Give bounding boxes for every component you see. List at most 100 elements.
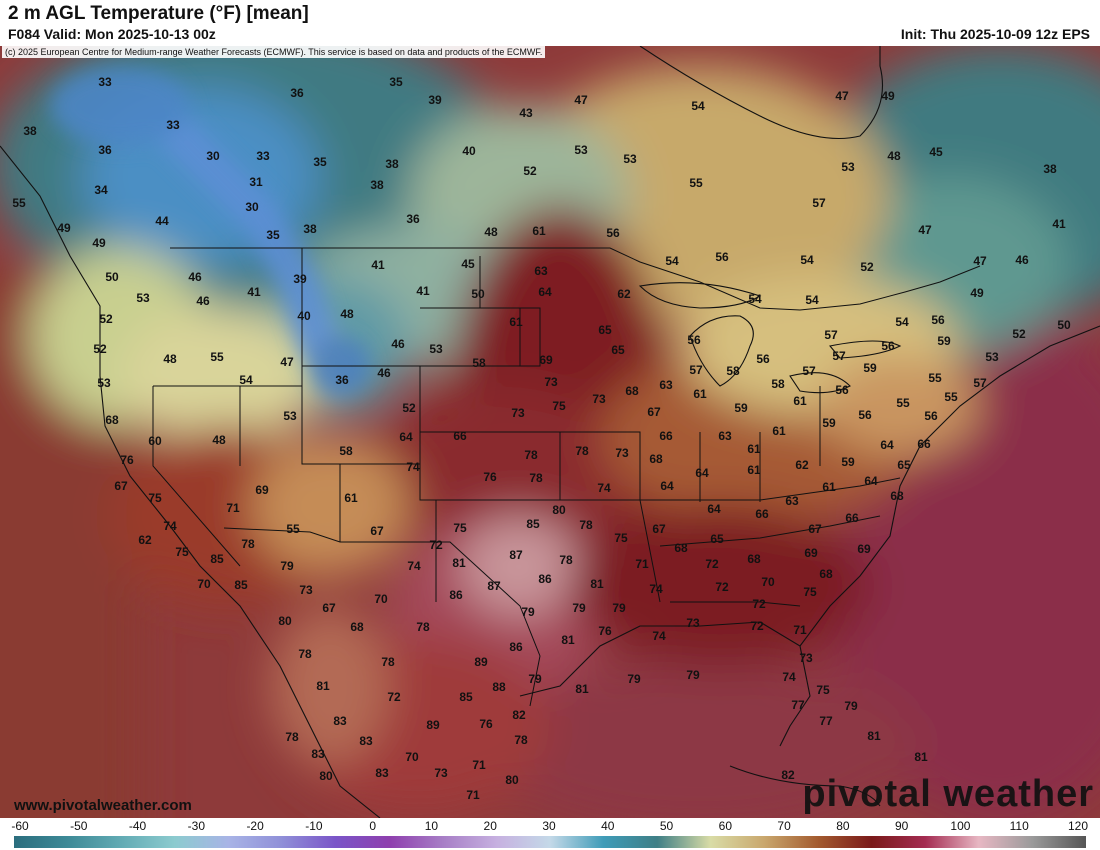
- temp-label: 72: [752, 597, 766, 611]
- temp-label: 82: [512, 708, 526, 722]
- temp-label: 50: [105, 270, 119, 284]
- temp-label: 61: [747, 442, 761, 456]
- init-time: Init: Thu 2025-10-09 12z EPS: [900, 26, 1090, 42]
- temp-label: 54: [895, 315, 909, 329]
- temp-label: 56: [756, 352, 770, 366]
- temp-label: 41: [371, 258, 385, 272]
- temp-label: 81: [316, 679, 330, 693]
- temp-label: 78: [416, 620, 430, 634]
- temp-label: 68: [350, 620, 364, 634]
- temp-label: 75: [614, 531, 628, 545]
- temp-label: 85: [234, 578, 248, 592]
- colorbar-tick-label: -10: [305, 819, 323, 833]
- temp-label: 72: [750, 619, 764, 633]
- temp-label: 85: [459, 690, 473, 704]
- temp-label: 72: [705, 557, 719, 571]
- temp-label: 88: [492, 680, 506, 694]
- temp-label: 58: [771, 377, 785, 391]
- temp-label: 39: [293, 272, 307, 286]
- temp-label: 38: [23, 124, 37, 138]
- temp-label: 35: [266, 228, 280, 242]
- ecmwf-credit: (c) 2025 European Centre for Medium-rang…: [2, 46, 546, 58]
- temp-label: 83: [311, 747, 325, 761]
- temp-label: 53: [136, 291, 150, 305]
- temp-label: 64: [864, 474, 878, 488]
- temp-label: 78: [514, 733, 528, 747]
- temp-label: 58: [339, 444, 353, 458]
- temp-label: 59: [937, 334, 951, 348]
- temp-label: 75: [175, 545, 189, 559]
- colorbar-tick-label: 120: [1067, 819, 1089, 833]
- temp-label: 73: [592, 392, 606, 406]
- temp-label: 74: [652, 629, 666, 643]
- temp-label: 82: [781, 768, 795, 782]
- temp-label: 54: [748, 292, 762, 306]
- temp-label: 39: [428, 93, 442, 107]
- temp-label: 81: [914, 750, 928, 764]
- temp-label: 81: [575, 682, 589, 696]
- temp-label: 65: [710, 532, 724, 546]
- temp-label: 75: [453, 521, 467, 535]
- colorbar-tick-label: -50: [70, 819, 88, 833]
- temp-label: 79: [844, 699, 858, 713]
- temp-label: 71: [793, 623, 807, 637]
- colorbar-ticks: -60 -50 -40 -30 -20 -10 0 10 20 30 40 50 60 70 80 90 100…: [0, 818, 1100, 834]
- temp-label: 76: [598, 624, 612, 638]
- temp-label: 61: [793, 394, 807, 408]
- temp-label: 48: [340, 307, 354, 321]
- temp-label: 33: [166, 118, 180, 132]
- temp-label: 57: [802, 364, 816, 378]
- temp-label: 74: [649, 582, 663, 596]
- temp-label: 73: [511, 406, 525, 420]
- temp-label: 68: [890, 489, 904, 503]
- colorbar-tick-label: 10: [424, 819, 439, 833]
- temp-label: 73: [434, 766, 448, 780]
- map-canvas: 33 35 36 39 43 47 54 47 49 38 33 36 30 33 35 38 40 53 53 48…: [0, 46, 1100, 818]
- temp-label: 79: [521, 605, 535, 619]
- temp-label: 52: [1012, 327, 1026, 341]
- temp-label: 68: [819, 567, 833, 581]
- temp-label: 30: [245, 200, 259, 214]
- temp-label: 63: [659, 378, 673, 392]
- temp-label: 46: [188, 270, 202, 284]
- temp-label: 46: [391, 337, 405, 351]
- temp-label: 48: [212, 433, 226, 447]
- temp-label: 60: [148, 434, 162, 448]
- temp-label: 46: [1015, 253, 1029, 267]
- temp-label: 53: [574, 143, 588, 157]
- temp-label: 38: [370, 178, 384, 192]
- temp-label: 50: [471, 287, 485, 301]
- temperature-map[interactable]: 33 35 36 39 43 47 54 47 49 38 33 36 30 33 35 38 40 53 53 48…: [0, 46, 1100, 818]
- temp-label: 55: [286, 522, 300, 536]
- temp-label: 49: [92, 236, 106, 250]
- temp-label: 87: [487, 579, 501, 593]
- temp-label: 62: [138, 533, 152, 547]
- temp-label: 86: [509, 640, 523, 654]
- temp-label: 45: [461, 257, 475, 271]
- temp-label: 70: [405, 750, 419, 764]
- temp-label: 77: [791, 698, 805, 712]
- temp-label: 55: [896, 396, 910, 410]
- temp-label: 86: [538, 572, 552, 586]
- temp-label: 67: [114, 479, 128, 493]
- temp-label: 76: [483, 470, 497, 484]
- temp-label: 56: [606, 226, 620, 240]
- temp-label: 35: [389, 75, 403, 89]
- temp-label: 54: [239, 373, 253, 387]
- temp-label: 71: [635, 557, 649, 571]
- temp-label: 69: [539, 353, 553, 367]
- temp-label: 68: [625, 384, 639, 398]
- temperature-labels: 33 35 36 39 43 47 54 47 49 38 33 36 30 33 35 38 40 53 53 48…: [12, 75, 1071, 802]
- map-title: 2 m AGL Temperature (°F) [mean]: [8, 3, 309, 24]
- temp-label: 56: [835, 383, 849, 397]
- website-url[interactable]: www.pivotalweather.com: [14, 797, 192, 814]
- temp-label: 89: [426, 718, 440, 732]
- temp-label: 52: [860, 260, 874, 274]
- temp-label: 64: [660, 479, 674, 493]
- temp-label: 83: [359, 734, 373, 748]
- temp-label: 34: [94, 183, 108, 197]
- temp-label: 79: [528, 672, 542, 686]
- temp-label: 47: [973, 254, 987, 268]
- temp-label: 55: [12, 196, 26, 210]
- temp-label: 63: [785, 494, 799, 508]
